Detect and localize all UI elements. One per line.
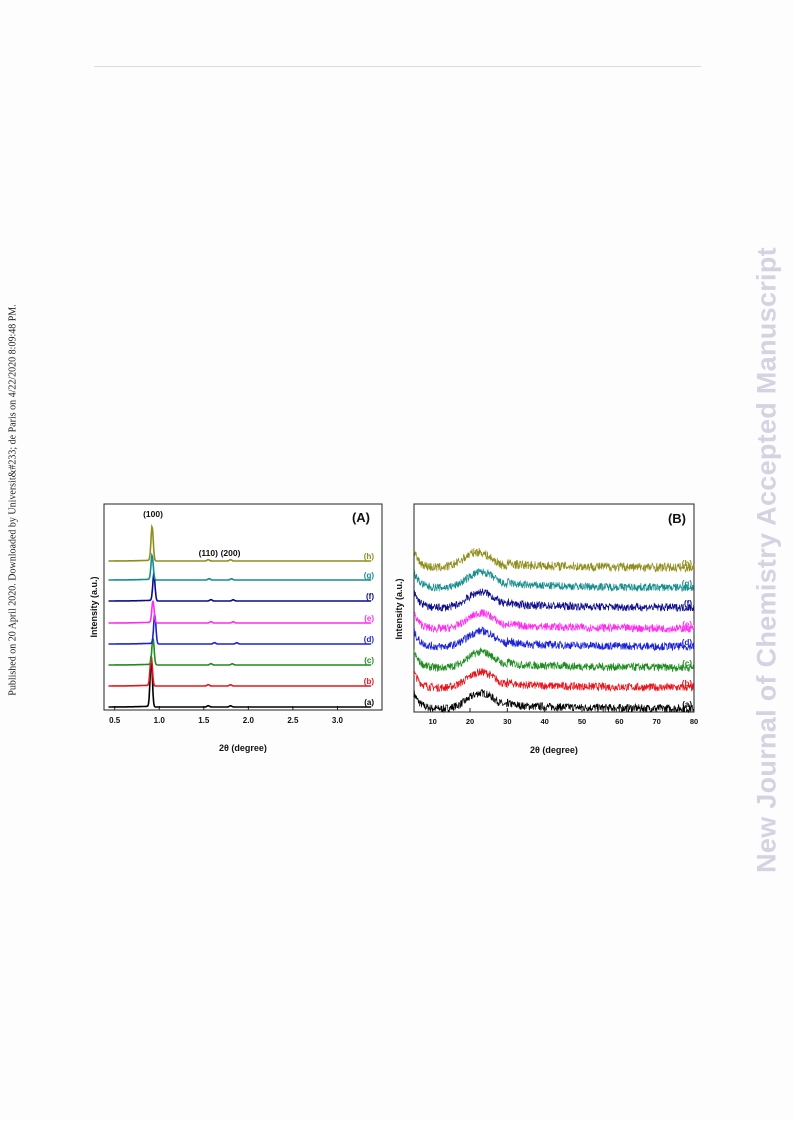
panel-a-peak-annotation: (110) xyxy=(199,548,219,558)
panel-b-ylabel: Intensity (a.u.) xyxy=(394,578,404,639)
xrd-figure-svg: (A) 2θ (degree) Intensity (a.u.) 0.5 1.0 1… xyxy=(89,503,698,755)
panel-a-series-e xyxy=(108,600,372,624)
panel-b-series-label: (a) xyxy=(682,700,692,709)
panel-a-series-label: (f) xyxy=(366,592,374,601)
panel-b-series-label: (c) xyxy=(682,659,692,668)
panel-b-xtick-label: 40 xyxy=(540,717,548,726)
panel-b-series-a xyxy=(413,689,695,714)
panel-a: (A) 2θ (degree) Intensity (a.u.) 0.5 1.0 1… xyxy=(89,503,383,753)
panel-a-xtick-label: 3.0 xyxy=(332,716,344,725)
publication-note: Published on 20 April 2020. Downloaded b… xyxy=(7,304,19,696)
panel-b-xtick-label: 10 xyxy=(428,717,436,726)
panel-a-series-h xyxy=(108,523,372,562)
panel-a-series-label: (d) xyxy=(364,635,375,644)
panel-b-xlabel: 2θ (degree) xyxy=(530,745,578,755)
panel-a-ylabel: Intensity (a.u.) xyxy=(89,576,99,637)
panel-a-xtick-label: 1.0 xyxy=(154,716,166,725)
panel-b-series-label: (g) xyxy=(682,579,693,588)
panel-a-series-label: (b) xyxy=(364,677,375,686)
panel-b: (B) 2θ (degree) Intensity (a.u.) 10 20 30 4… xyxy=(394,503,698,755)
journal-watermark: New Journal of Chemistry Accepted Manusc… xyxy=(751,247,782,873)
panel-a-peak-annotation: (200) xyxy=(221,548,241,558)
panel-b-series-c xyxy=(413,647,695,673)
header-rule xyxy=(94,66,701,67)
panel-a-xtick-label: 2.0 xyxy=(243,716,255,725)
panel-b-series-b xyxy=(413,668,694,693)
panel-a-series-b xyxy=(108,653,372,687)
panel-b-series-h xyxy=(413,547,695,573)
panel-b-series-g xyxy=(413,568,695,593)
panel-a-xtick-label: 1.5 xyxy=(198,716,210,725)
xrd-figure: (A) 2θ (degree) Intensity (a.u.) 0.5 1.0 1… xyxy=(86,500,698,758)
panel-a-series-label: (h) xyxy=(364,552,375,561)
panel-b-series-e xyxy=(413,609,695,634)
panel-a-series-d xyxy=(108,613,372,645)
panel-b-series-f xyxy=(413,588,695,613)
panel-b-series-label: (d) xyxy=(682,638,693,647)
panel-b-xtick-label: 20 xyxy=(466,717,474,726)
panel-a-series-label: (c) xyxy=(364,656,374,665)
panel-b-xtick-label: 30 xyxy=(503,717,511,726)
panel-b-series-label: (h) xyxy=(682,559,693,568)
panel-b-xtick-label: 50 xyxy=(578,717,586,726)
panel-a-xtick-label: 0.5 xyxy=(109,716,121,725)
panel-b-label: (B) xyxy=(668,511,686,526)
panel-a-series-label: (e) xyxy=(364,614,374,623)
panel-b-series-label: (e) xyxy=(682,620,692,629)
panel-b-xtick-label: 80 xyxy=(690,717,698,726)
panel-a-xtick-label: 2.5 xyxy=(287,716,299,725)
panel-a-series-g xyxy=(108,552,372,581)
panel-a-peak-annotation: (100) xyxy=(143,509,163,519)
panel-b-xtick-label: 70 xyxy=(652,717,660,726)
panel-a-xlabel: 2θ (degree) xyxy=(219,743,267,753)
panel-b-xtick-label: 60 xyxy=(615,717,623,726)
panel-b-series-label: (f) xyxy=(684,599,692,608)
panel-a-series-label: (a) xyxy=(364,698,374,707)
panel-a-series-label: (g) xyxy=(364,571,375,580)
panel-b-series-d xyxy=(413,626,695,652)
panel-b-series-label: (b) xyxy=(682,679,693,688)
panel-a-frame xyxy=(103,503,383,711)
panel-a-series-f xyxy=(108,571,372,602)
panel-a-label: (A) xyxy=(352,510,370,525)
